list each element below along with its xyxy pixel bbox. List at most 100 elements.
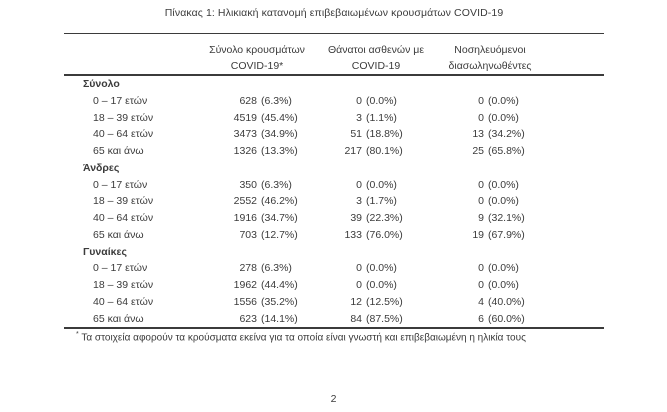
row-label: 65 και άνω [93,145,144,157]
deaths-pct: (18.8%) [366,128,403,141]
section-header-women: Γυναίκες [64,244,604,261]
cases-count: 623 [239,312,257,325]
row-label: 0 – 17 ετών [93,262,148,275]
column-header-deaths-line1: Θάνατοι ασθενών με [327,44,425,56]
intubated-pct: (65.8%) [488,145,525,157]
deaths-pct: (0.0%) [366,262,397,275]
intubated-pct: (0.0%) [488,262,519,275]
table-row: 18 – 39 ετών 4519 (45.4%) 3 (1.1%) 0 (0.0%) [64,110,604,127]
deaths-count: 133 [344,228,362,241]
cases-pct: (34.7%) [261,212,298,224]
intubated-count: 0 [478,262,484,275]
deaths-count: 0 [356,94,362,107]
cases-count: 350 [239,178,257,191]
cases-pct: (35.2%) [261,295,298,308]
cases-pct: (44.4%) [261,279,298,291]
intubated-count: 13 [472,128,484,141]
deaths-pct: (1.7%) [366,195,397,208]
deaths-count: 217 [344,145,362,157]
row-label: 40 – 64 ετών [93,212,154,224]
deaths-pct: (0.0%) [366,94,397,107]
column-header-cases: Σύνολο κρουσμάτων COVID-19* [187,42,327,74]
table-row: 40 – 64 ετών 3473 (34.9%) 51 (18.8%) 13 (34… [64,126,604,143]
intubated-pct: (67.9%) [488,228,525,241]
deaths-count: 39 [350,212,362,224]
row-label: 18 – 39 ετών [93,111,154,124]
intubated-count: 19 [472,228,484,241]
deaths-pct: (76.0%) [366,228,403,241]
intubated-pct: (0.0%) [488,195,519,208]
table-footnote: * Τα στοιχεία αφορούν τα κρούσματα εκείν… [76,331,616,343]
cases-count: 3473 [233,128,257,141]
column-header-deaths-line2: COVID-19 [351,60,401,72]
cases-count: 1556 [233,295,257,308]
table-row: 40 – 64 ετών 1556 (35.2%) 12 (12.5%) 4 (40.… [64,294,604,311]
column-header-cases-line2: COVID-19* [230,60,284,72]
section-header-men: Άνδρες [64,160,604,177]
deaths-pct: (1.1%) [366,111,397,124]
cases-pct: (14.1%) [261,312,298,325]
table-row: 65 και άνω 623 (14.1%) 84 (87.5%) 6 (60.0%) [64,311,604,328]
page-number: 2 [330,393,337,405]
cases-pct: (45.4%) [261,111,298,124]
section-label: Γυναίκες [83,245,127,258]
table-body: Σύνολο 0 – 17 ετών 628 (6.3%) 0 (0.0%) 0 (0… [64,76,604,330]
table-row: 0 – 17 ετών 628 (6.3%) 0 (0.0%) 0 (0.0%) [64,93,604,110]
deaths-count: 84 [350,312,362,325]
table-row: 65 και άνω 1326 (13.3%) 217 (80.1%) 25 (65.… [64,143,604,160]
row-label: 0 – 17 ετών [93,178,148,191]
deaths-count: 3 [356,195,362,208]
cases-count: 278 [239,262,257,275]
deaths-pct: (87.5%) [366,312,403,325]
column-header-cases-line1: Σύνολο κρουσμάτων [209,44,305,56]
intubated-count: 0 [478,94,484,107]
intubated-pct: (0.0%) [488,111,519,124]
cases-pct: (6.3%) [261,94,292,107]
deaths-pct: (80.1%) [366,145,403,157]
intubated-count: 6 [478,312,484,325]
intubated-pct: (40.0%) [488,295,525,308]
footnote-text: Τα στοιχεία αφορούν τα κρούσματα εκείνα … [81,332,526,344]
intubated-count: 9 [478,212,484,224]
intubated-pct: (0.0%) [488,94,519,107]
table-row: 0 – 17 ετών 278 (6.3%) 0 (0.0%) 0 (0.0%) [64,260,604,277]
cases-count: 4519 [233,111,257,124]
row-label: 40 – 64 ετών [93,295,154,308]
cases-pct: (12.7%) [261,228,298,241]
table-row: 40 – 64 ετών 1916 (34.7%) 39 (22.3%) 9 (32.… [64,210,604,227]
table-row: 0 – 17 ετών 350 (6.3%) 0 (0.0%) 0 (0.0%) [64,177,604,194]
deaths-count: 0 [356,178,362,191]
deaths-count: 3 [356,111,362,124]
row-label: 18 – 39 ετών [93,279,154,291]
intubated-count: 0 [478,195,484,208]
intubated-count: 0 [478,111,484,124]
section-label: Άνδρες [83,161,120,174]
table-title: Πίνακας 1: Ηλικιακή κατανομή επιβεβαιωμέ… [164,7,504,19]
cases-pct: (6.3%) [261,178,292,191]
deaths-pct: (0.0%) [366,279,397,291]
table-row: 18 – 39 ετών 1962 (44.4%) 0 (0.0%) 0 (0.0%) [64,277,604,294]
cases-pct: (46.2%) [261,195,298,208]
intubated-count: 0 [478,279,484,291]
column-header-intubated: Νοσηλευόμενοι διασωληνωθέντες [420,42,560,74]
section-header-total: Σύνολο [64,76,604,93]
deaths-count: 0 [356,262,362,275]
intubated-pct: (0.0%) [488,279,519,291]
deaths-count: 12 [350,295,362,308]
intubated-count: 25 [472,145,484,157]
row-label: 65 και άνω [93,312,144,325]
cases-pct: (34.9%) [261,128,298,141]
intubated-pct: (32.1%) [488,212,525,224]
footnote-asterisk: * [76,331,79,338]
intubated-pct: (60.0%) [488,312,525,325]
section-label: Σύνολο [83,78,120,90]
cases-pct: (6.3%) [261,262,292,275]
deaths-pct: (22.3%) [366,212,403,224]
intubated-pct: (34.2%) [488,128,525,141]
cases-count: 1962 [233,279,257,291]
table-row: 65 και άνω 703 (12.7%) 133 (76.0%) 19 (67.9… [64,227,604,244]
deaths-count: 0 [356,279,362,291]
row-label: 18 – 39 ετών [93,195,154,208]
deaths-pct: (0.0%) [366,178,397,191]
cases-count: 1326 [233,145,257,157]
